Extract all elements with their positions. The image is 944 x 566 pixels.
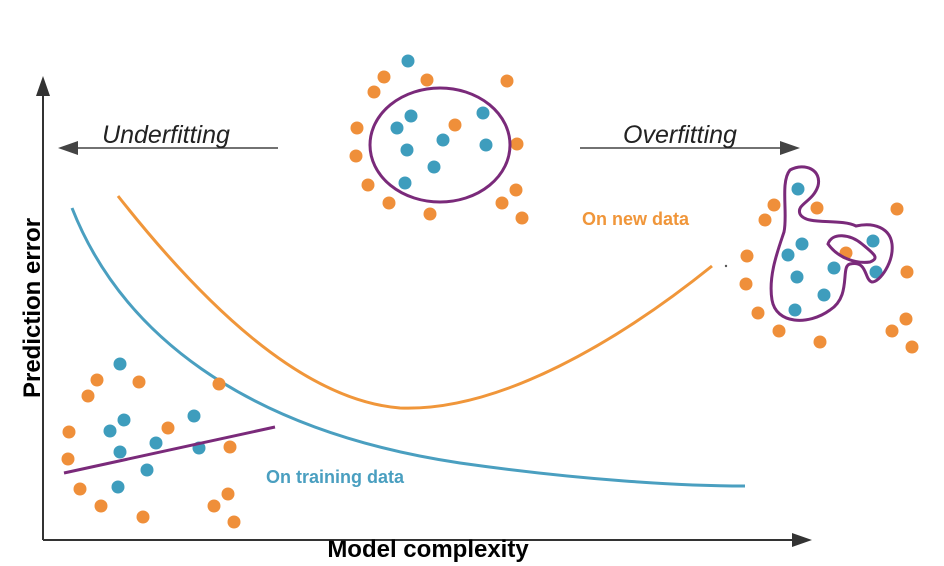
orange-point (813, 335, 827, 349)
underfit-example (61, 357, 276, 529)
blue-point (788, 303, 802, 317)
blue-point (149, 436, 163, 450)
goodfit-points (349, 54, 529, 225)
orange-point (885, 324, 899, 338)
orange-point (448, 118, 462, 132)
y-axis-arrowhead (36, 76, 50, 96)
new-data-error-curve (116, 195, 713, 410)
blue-point (400, 143, 414, 157)
blue-point (827, 261, 841, 275)
orange-point (223, 440, 237, 454)
orange-point (350, 121, 364, 135)
blue-point (427, 160, 441, 174)
orange-point (758, 213, 772, 227)
training-curve-label: On training data (266, 467, 405, 487)
overfit-points (739, 182, 919, 354)
blue-point (401, 54, 415, 68)
orange-point (90, 373, 104, 387)
goodfit-example (349, 54, 529, 225)
blue-point (869, 265, 883, 279)
overfit-example (739, 165, 919, 354)
blue-point (479, 138, 493, 152)
orange-point (132, 375, 146, 389)
blue-point (795, 237, 809, 251)
orange-point (899, 312, 913, 326)
goodfit-boundary-ellipse (368, 86, 512, 204)
x-axis-label: Model complexity (327, 536, 529, 563)
orange-point (510, 137, 524, 151)
orange-point (500, 74, 514, 88)
blue-point (791, 182, 805, 196)
orange-point (739, 277, 753, 291)
blue-point (140, 463, 154, 477)
orange-point (420, 73, 434, 87)
orange-point (81, 389, 95, 403)
orange-point (367, 85, 381, 99)
overfitting-label: Overfitting (623, 121, 737, 149)
blue-point (781, 248, 795, 262)
blue-point (436, 133, 450, 147)
blue-point (866, 234, 880, 248)
blue-point (398, 176, 412, 190)
blue-point (187, 409, 201, 423)
underfit-boundary-line (63, 425, 276, 475)
orange-point (221, 487, 235, 501)
underfit-points (61, 357, 241, 529)
training-error-curve (70, 207, 746, 488)
orange-point (207, 499, 221, 513)
orange-point (62, 425, 76, 439)
orange-point (227, 515, 241, 529)
stray-dot (724, 264, 728, 268)
orange-point (377, 70, 391, 84)
blue-point (113, 357, 127, 371)
axes (36, 76, 812, 547)
blue-point (103, 424, 117, 438)
orange-point (212, 377, 226, 391)
orange-point (767, 198, 781, 212)
orange-point (509, 183, 523, 197)
blue-point (111, 480, 125, 494)
orange-point (515, 211, 529, 225)
orange-point (73, 482, 87, 496)
new-data-curve-label: On new data (582, 209, 690, 229)
orange-point (136, 510, 150, 524)
orange-point (382, 196, 396, 210)
underfitting-arrow (58, 141, 278, 155)
x-axis-arrowhead (792, 533, 812, 547)
orange-point (349, 149, 363, 163)
blue-point (390, 121, 404, 135)
y-axis-label: Prediction error (19, 218, 46, 398)
blue-point (404, 109, 418, 123)
orange-point (740, 249, 754, 263)
underfitting-label: Underfitting (102, 121, 230, 149)
orange-point (900, 265, 914, 279)
blue-point (113, 445, 127, 459)
orange-point (161, 421, 175, 435)
blue-point (117, 413, 131, 427)
blue-point (476, 106, 490, 120)
orange-point (751, 306, 765, 320)
orange-point (361, 178, 375, 192)
orange-point (772, 324, 786, 338)
overfit-boundary-squiggle (769, 165, 894, 322)
orange-point (890, 202, 904, 216)
orange-point (94, 499, 108, 513)
overfitting-arrow (580, 141, 800, 155)
blue-point (817, 288, 831, 302)
orange-point (810, 201, 824, 215)
blue-point (790, 270, 804, 284)
overfit-boundary-inner-loop (826, 234, 877, 264)
orange-point (905, 340, 919, 354)
orange-point (423, 207, 437, 221)
orange-point (61, 452, 75, 466)
orange-point (495, 196, 509, 210)
